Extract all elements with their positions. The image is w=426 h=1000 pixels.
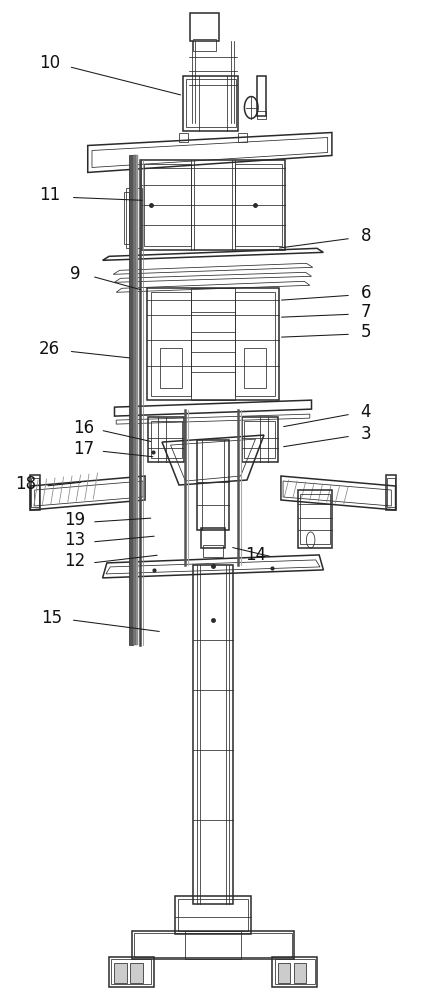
Bar [109, 957, 153, 987]
Bar [235, 292, 276, 396]
Bar [273, 957, 317, 987]
Bar [186, 79, 236, 127]
Bar [179, 133, 187, 142]
Text: 26: 26 [39, 340, 60, 358]
Bar [275, 959, 315, 984]
Bar [244, 421, 276, 458]
Text: 11: 11 [39, 186, 60, 204]
Text: 4: 4 [361, 403, 371, 421]
Text: 6: 6 [361, 284, 371, 302]
Text: 7: 7 [361, 303, 371, 321]
Bar [136, 155, 138, 645]
Bar [178, 899, 248, 931]
Bar [175, 896, 251, 934]
Bar [147, 288, 279, 400]
Bar [183, 76, 239, 131]
Bar [133, 155, 136, 645]
Bar [31, 478, 39, 507]
Bar [257, 76, 266, 116]
Bar [190, 13, 219, 41]
Text: 19: 19 [64, 511, 86, 529]
Bar [126, 188, 142, 248]
Text: 18: 18 [16, 475, 37, 493]
Bar [294, 963, 306, 983]
Bar [257, 111, 266, 119]
Bar [278, 963, 290, 983]
Text: 3: 3 [360, 425, 371, 443]
Bar [197, 440, 229, 530]
Text: 5: 5 [361, 323, 371, 341]
Text: 12: 12 [64, 552, 86, 570]
Bar [115, 963, 127, 983]
Bar [185, 931, 241, 959]
Bar [203, 545, 223, 557]
Bar [244, 348, 266, 388]
Bar [124, 192, 129, 244]
Bar [193, 565, 233, 904]
Text: 17: 17 [73, 440, 94, 458]
Bar [160, 348, 182, 388]
Bar [135, 933, 291, 957]
Bar [144, 164, 191, 246]
Bar [150, 421, 182, 458]
Text: 8: 8 [361, 227, 371, 245]
Bar [111, 959, 151, 984]
Bar [235, 164, 282, 246]
Text: 16: 16 [73, 419, 94, 437]
Bar [300, 494, 330, 544]
Bar [386, 475, 396, 510]
Text: 10: 10 [39, 54, 60, 72]
Text: 13: 13 [64, 531, 86, 549]
Bar [191, 288, 235, 400]
Bar [130, 155, 133, 645]
Bar [141, 160, 285, 250]
Text: 14: 14 [245, 546, 266, 564]
Text: 9: 9 [70, 265, 80, 283]
Bar [150, 292, 191, 396]
Bar [387, 478, 395, 507]
Bar [30, 475, 40, 510]
Text: 15: 15 [41, 609, 62, 627]
Bar [298, 490, 332, 548]
Bar [239, 133, 247, 142]
Bar [148, 417, 184, 462]
Bar [201, 528, 225, 548]
Bar [242, 417, 278, 462]
Bar [132, 931, 294, 959]
Bar [130, 963, 143, 983]
Bar [193, 39, 216, 51]
